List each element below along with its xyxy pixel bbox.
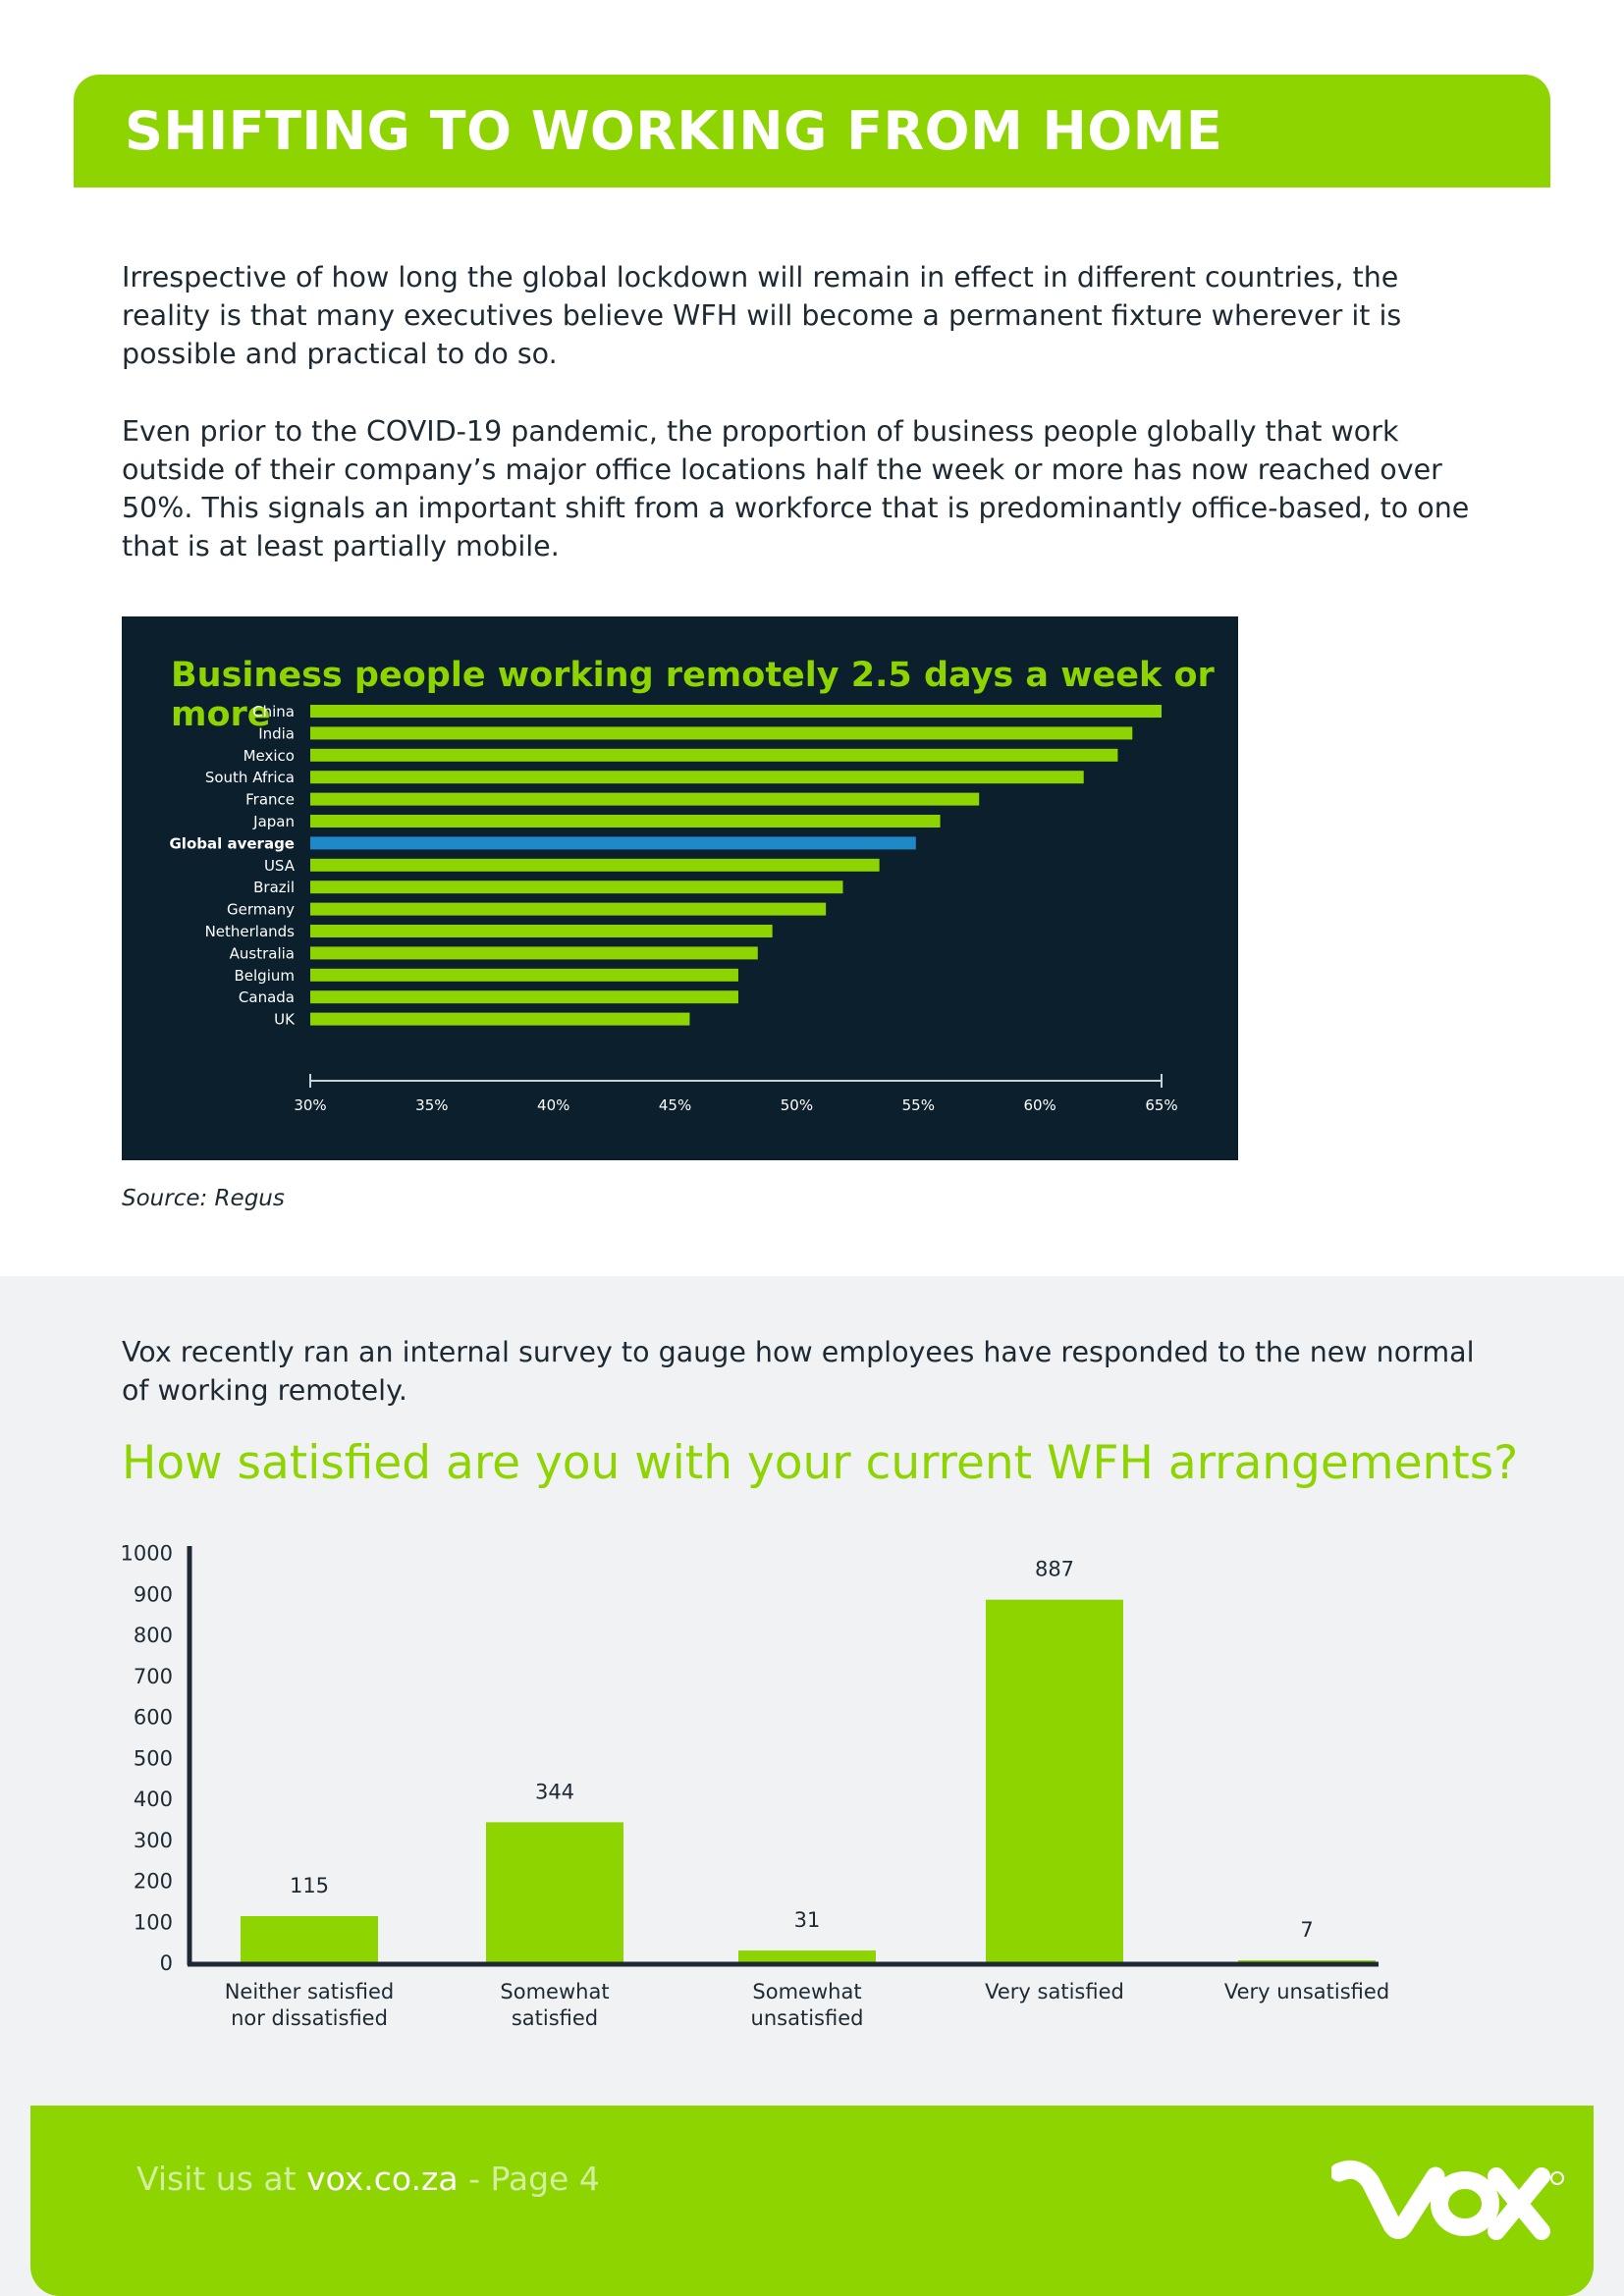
bar bbox=[310, 858, 880, 872]
footer-text: Visit us at vox.co.za - Page 4 bbox=[136, 2160, 600, 2198]
bar-label: Canada bbox=[239, 988, 295, 1006]
bar-label: UK bbox=[274, 1011, 296, 1029]
category-label: satisfied bbox=[512, 2006, 598, 2030]
category-label: unsatisfied bbox=[751, 2006, 864, 2030]
bar bbox=[310, 881, 843, 894]
bar bbox=[310, 946, 758, 960]
y-tick-label: 500 bbox=[134, 1746, 173, 1770]
bar bbox=[310, 1012, 690, 1026]
bar-label: Brazil bbox=[253, 879, 295, 896]
bar bbox=[310, 748, 1118, 762]
bar bbox=[310, 815, 941, 828]
bar-label: Japan bbox=[252, 813, 295, 830]
bar-label: USA bbox=[264, 857, 296, 875]
footer-page: - Page 4 bbox=[458, 2160, 600, 2198]
data-label: 115 bbox=[290, 1874, 329, 1897]
bar-label: Global average bbox=[170, 834, 296, 852]
x-tick-label: 30% bbox=[294, 1096, 326, 1114]
survey-question: How satisfied are you with your current … bbox=[122, 1436, 1519, 1490]
bar bbox=[738, 1950, 876, 1963]
bar bbox=[486, 1822, 623, 1963]
category-label: Neither satisfied bbox=[225, 1980, 395, 2003]
intro-paragraph-1: Irrespective of how long the global lock… bbox=[122, 261, 1402, 370]
bar bbox=[310, 836, 916, 850]
x-tick-label: 45% bbox=[659, 1096, 691, 1114]
bar-label: Netherlands bbox=[205, 923, 296, 940]
y-tick-label: 0 bbox=[160, 1951, 173, 1975]
chart-source: Source: Regus bbox=[122, 1186, 285, 1211]
footer-bar: Visit us at vox.co.za - Page 4 bbox=[30, 2106, 1594, 2296]
bar-label: Germany bbox=[227, 901, 295, 919]
bar bbox=[986, 1599, 1123, 1963]
bar-label: Mexico bbox=[244, 747, 295, 765]
x-tick-label: 35% bbox=[415, 1096, 448, 1114]
category-label: Somewhat bbox=[500, 1980, 609, 2003]
footer-prefix: Visit us at bbox=[136, 2160, 307, 2198]
bar-label: Belgium bbox=[235, 967, 296, 985]
bar-label: France bbox=[245, 791, 295, 809]
y-tick-label: 800 bbox=[134, 1624, 173, 1647]
bar bbox=[310, 902, 827, 916]
bar bbox=[310, 705, 1162, 718]
survey-bar-chart: 10009008007006005004003002001000115Neith… bbox=[121, 1542, 1390, 2031]
y-tick-label: 200 bbox=[134, 1870, 173, 1894]
y-tick-label: 300 bbox=[134, 1829, 173, 1852]
y-tick-label: 700 bbox=[134, 1665, 173, 1688]
x-tick-label: 55% bbox=[902, 1096, 935, 1114]
remote-work-chart-panel: Business people working remotely 2.5 day… bbox=[122, 616, 1238, 1160]
y-tick-label: 600 bbox=[134, 1706, 173, 1730]
category-label: nor dissatisfied bbox=[231, 2006, 388, 2030]
x-tick-label: 40% bbox=[537, 1096, 569, 1114]
bar-label: Australia bbox=[230, 944, 295, 962]
data-label: 31 bbox=[794, 1908, 821, 1932]
y-tick-label: 900 bbox=[134, 1582, 173, 1606]
bar-label: South Africa bbox=[205, 769, 295, 786]
vox-logo-icon bbox=[1331, 2160, 1564, 2240]
data-label: 887 bbox=[1035, 1558, 1074, 1581]
bar bbox=[310, 792, 980, 806]
footer-site-link[interactable]: vox.co.za bbox=[306, 2160, 459, 2198]
x-tick-label: 65% bbox=[1145, 1096, 1177, 1114]
y-tick-label: 1000 bbox=[121, 1542, 173, 1566]
bar bbox=[241, 1915, 378, 1963]
bar bbox=[310, 925, 773, 937]
data-label: 344 bbox=[535, 1780, 574, 1803]
survey-intro: Vox recently ran an internal survey to g… bbox=[122, 1336, 1475, 1407]
x-tick-label: 50% bbox=[781, 1096, 813, 1114]
bar-label: India bbox=[258, 724, 295, 742]
category-label: Very unsatisfied bbox=[1224, 1980, 1389, 2003]
bar bbox=[310, 726, 1133, 740]
bar bbox=[310, 771, 1084, 784]
category-label: Very satisfied bbox=[985, 1980, 1124, 2003]
y-tick-label: 400 bbox=[134, 1788, 173, 1811]
category-label: Somewhat bbox=[752, 1980, 861, 2003]
bar-label: China bbox=[252, 703, 295, 721]
header-banner: SHIFTING TO WORKING FROM HOME bbox=[74, 75, 1550, 187]
bar bbox=[310, 968, 738, 982]
bar bbox=[310, 990, 738, 1004]
intro-paragraph-2: Even prior to the COVID-19 pandemic, the… bbox=[122, 415, 1470, 562]
data-label: 7 bbox=[1300, 1918, 1313, 1942]
y-tick-label: 100 bbox=[134, 1910, 173, 1934]
x-tick-label: 60% bbox=[1023, 1096, 1056, 1114]
page-title: SHIFTING TO WORKING FROM HOME bbox=[125, 100, 1223, 162]
remote-work-chart-title: Business people working remotely 2.5 day… bbox=[171, 656, 1215, 734]
remote-work-bar-chart: China India Mexico South Africa France Japan G… bbox=[170, 703, 1178, 1114]
